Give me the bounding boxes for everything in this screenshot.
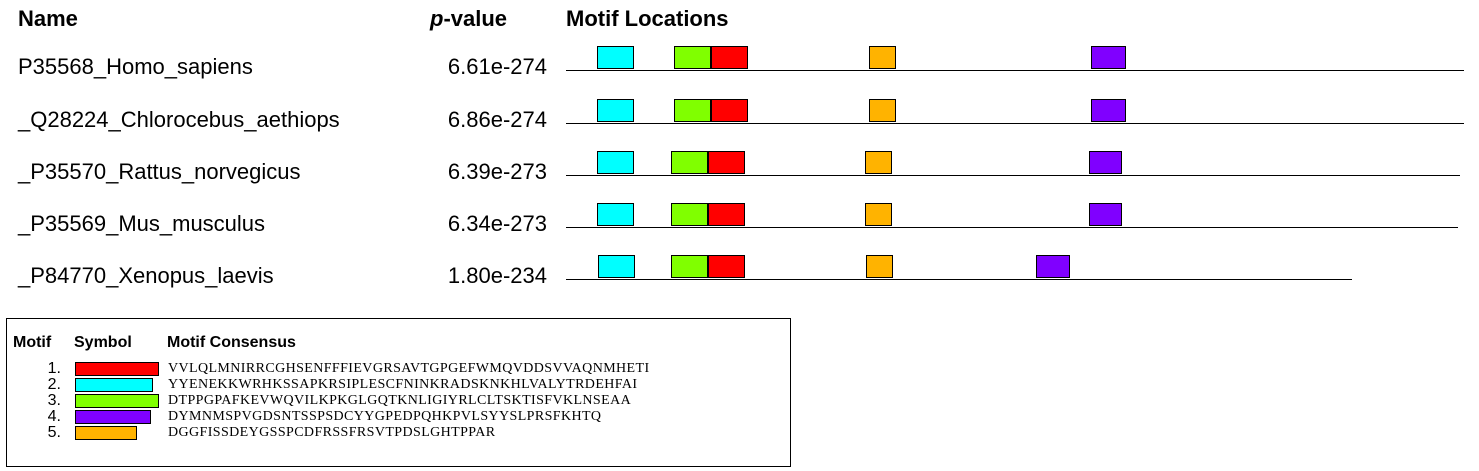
sequence-track-line [566,279,1352,280]
legend-motif-number: 5. [47,424,61,441]
legend-row: 2. YYENEKKWRHKSSAPKRSIPLESCFNINKRADSKNKHL… [7,377,790,393]
motif-5-box [865,203,892,226]
motif-1-box [711,99,748,122]
motif-3-box [674,46,711,69]
legend-motif-2-swatch [75,378,153,392]
motif-5-box [869,99,896,122]
legend-symbol-header: Symbol [74,334,132,351]
sequence-row: _P84770_Xenopus_laevis 1.80e-234 [0,251,1479,303]
motif-1-box [708,255,745,278]
motif-4-box [1091,46,1126,69]
legend-motif-consensus: YYENEKKWRHKSSAPKRSIPLESCFNINKRADSKNKHLVA… [168,377,638,392]
sequence-pvalue: 6.86e-274 [447,107,547,132]
legend-motif-consensus: VVLQLMNIRRCGHSENFFFIEVGRSAVTGPGEFWMQVDDS… [168,361,650,376]
sequence-track-line [566,70,1464,71]
motif-2-box [597,46,634,69]
motif-5-box [865,151,892,174]
motif-2-box [597,203,634,226]
sequence-pvalue: 6.34e-273 [447,211,547,236]
pvalue-header-rest: -value [443,6,508,31]
legend-consensus-header: Motif Consensus [167,334,296,351]
motif-2-box [597,151,634,174]
motif-2-box [597,99,634,122]
motif-5-box [869,46,896,69]
motif-5-box [866,255,893,278]
name-column-header: Name [18,6,78,31]
motif-3-box [671,203,708,226]
sequence-pvalue: 6.39e-273 [447,159,547,184]
legend-row: 4. DYMNMSPVGDSNTSSPSDCYYGPEDPQHKPVLSYYSLP… [7,409,790,425]
legend-row: 1. VVLQLMNIRRCGHSENFFFIEVGRSAVTGPGEFWMQVD… [7,361,790,377]
motif-4-box [1091,99,1126,122]
motif-3-box [671,151,708,174]
sequence-name: _P35569_Mus_musculus [18,211,266,236]
motif-1-box [708,151,745,174]
motif-3-box [671,255,708,278]
motif-4-box [1089,151,1122,174]
legend-motif-number: 1. [47,360,61,377]
legend-motif-consensus: DTPPGPAFKEVWQVILKPKGLGQTKNLIGIYRLCLTSKTI… [168,393,632,408]
sequence-track-line [566,175,1460,176]
legend-motif-number: 4. [47,408,61,425]
sequence-name: _P35570_Rattus_norvegicus [18,159,301,184]
sequence-row: _P35570_Rattus_norvegicus 6.39e-273 [0,147,1479,199]
sequence-pvalue: 6.61e-274 [447,54,547,79]
pvalue-header-italic-p: p [430,6,444,31]
sequence-name: P35568_Homo_sapiens [18,54,253,79]
legend-row: 3. DTPPGPAFKEVWQVILKPKGLGQTKNLIGIYRLCLTSK… [7,393,790,409]
motif-legend: Motif Symbol Motif Consensus 1. VVLQLMNIR… [6,318,791,467]
sequence-row: _P35569_Mus_musculus 6.34e-273 [0,199,1479,251]
legend-motif-consensus: DGGFISSDEYGSSPCDFRSSFRSVTPDSLGHTPPAR [168,425,496,440]
motif-4-box [1089,203,1122,226]
legend-motif-header: Motif [13,334,52,351]
legend-row: 5. DGGFISSDEYGSSPCDFRSSFRSVTPDSLGHTPPAR [7,425,790,441]
sequence-track-line [566,123,1464,124]
sequence-name: _P84770_Xenopus_laevis [18,263,274,288]
legend-motif-3-swatch [75,394,159,408]
legend-motif-4-swatch [75,410,151,424]
sequence-name: _Q28224_Chlorocebus_aethiops [18,107,340,132]
pvalue-column-header: p-value [430,4,507,34]
motif-1-box [711,46,748,69]
motif-4-box [1036,255,1070,278]
legend-motif-1-swatch [75,362,159,376]
motif-3-box [674,99,711,122]
motif-2-box [598,255,635,278]
motif-1-box [708,203,745,226]
legend-motif-5-swatch [75,426,137,440]
legend-motif-consensus: DYMNMSPVGDSNTSSPSDCYYGPEDPQHKPVLSYYSLPRS… [168,409,602,424]
sequence-track-line [566,227,1458,228]
sequence-row: _Q28224_Chlorocebus_aethiops 6.86e-274 [0,95,1479,147]
sequence-pvalue: 1.80e-234 [447,263,547,288]
motif-locations-header: Motif Locations [566,6,729,31]
legend-motif-number: 2. [47,376,61,393]
sequence-row: P35568_Homo_sapiens 6.61e-274 [0,42,1479,94]
legend-motif-number: 3. [47,392,61,409]
